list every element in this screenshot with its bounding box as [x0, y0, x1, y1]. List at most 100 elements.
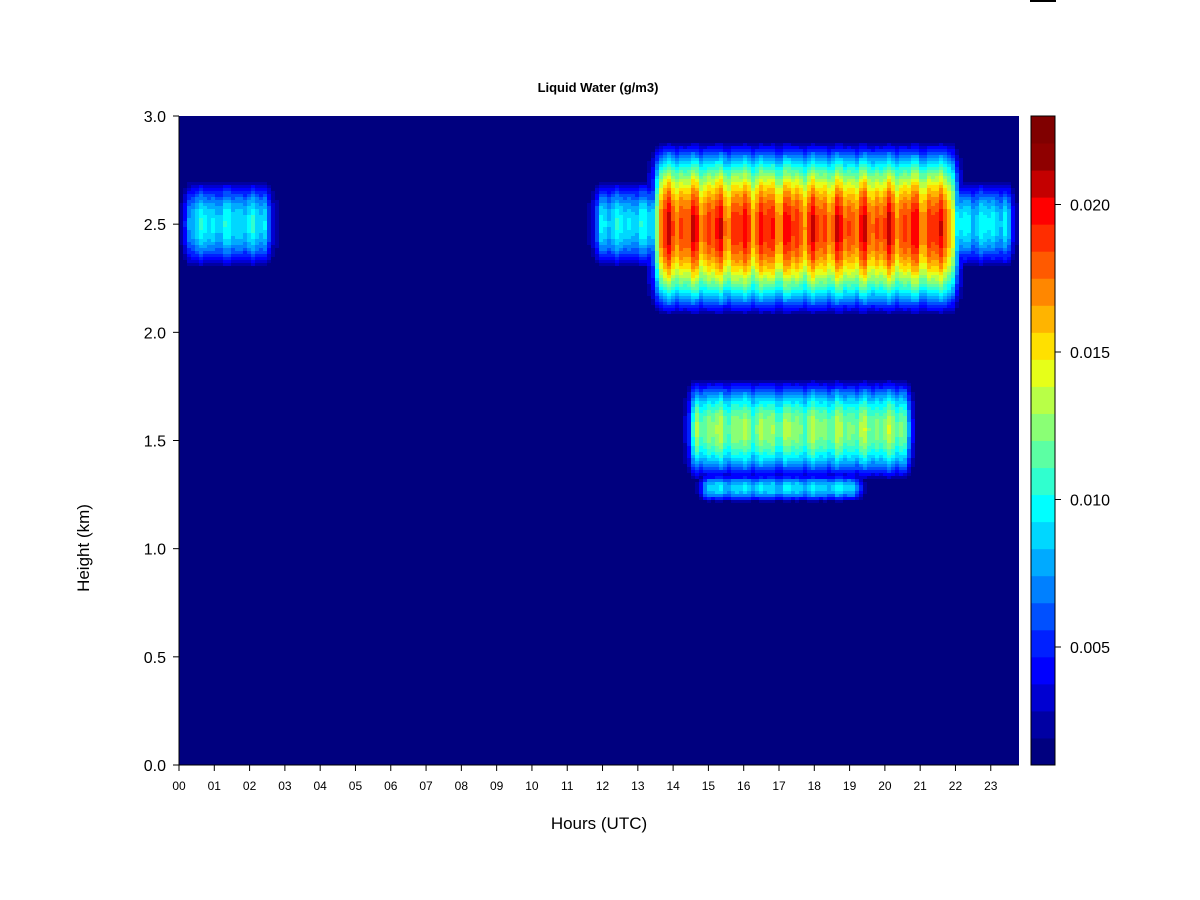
heatmap-cell [639, 185, 643, 188]
heatmap-cell [687, 275, 691, 278]
heatmap-cell [675, 272, 679, 275]
heatmap-cell [199, 230, 203, 233]
heatmap-cell [219, 251, 223, 254]
heatmap-cell [707, 278, 711, 281]
heatmap-cell [603, 257, 607, 260]
heatmap-cell [687, 419, 691, 422]
heatmap-cell [707, 248, 711, 251]
heatmap-cell [715, 230, 719, 233]
heatmap-cell [711, 179, 715, 182]
heatmap-cell [723, 269, 727, 272]
heatmap-cell [255, 242, 259, 245]
heatmap-cell [815, 263, 819, 266]
heatmap-cell [719, 287, 723, 290]
heatmap-cell [783, 281, 787, 284]
heatmap-cell [251, 188, 255, 191]
heatmap-cell [763, 485, 767, 488]
heatmap-cell [763, 428, 767, 431]
heatmap-cell [231, 242, 235, 245]
heatmap-cell [275, 227, 279, 230]
heatmap-cell [683, 449, 687, 452]
heatmap-cell [635, 254, 639, 257]
heatmap-cell [235, 245, 239, 248]
heatmap-cell [803, 485, 807, 488]
heatmap-cell [751, 299, 755, 302]
heatmap-cell [723, 242, 727, 245]
heatmap-cell [807, 179, 811, 182]
heatmap-cell [759, 188, 763, 191]
heatmap-cell [803, 158, 807, 161]
heatmap-cell [707, 500, 711, 503]
heatmap-cell [791, 269, 795, 272]
heatmap-cell [643, 257, 647, 260]
heatmap-cell [759, 203, 763, 206]
heatmap-cell [795, 191, 799, 194]
heatmap-cell [659, 299, 663, 302]
heatmap-cell [715, 212, 719, 215]
heatmap-cell [755, 290, 759, 293]
heatmap-cell [671, 182, 675, 185]
heatmap-cell [751, 266, 755, 269]
heatmap-cell [795, 278, 799, 281]
heatmap-cell [183, 200, 187, 203]
heatmap-cell [599, 188, 603, 191]
heatmap-cell [687, 290, 691, 293]
heatmap-cell [743, 245, 747, 248]
heatmap-cell [671, 245, 675, 248]
heatmap-cell [767, 236, 771, 239]
heatmap-cell [691, 152, 695, 155]
heatmap-cell [263, 257, 267, 260]
heatmap-cell [275, 230, 279, 233]
heatmap-cell [819, 431, 823, 434]
heatmap-cell [815, 389, 819, 392]
heatmap-cell [771, 227, 775, 230]
heatmap-cell [647, 272, 651, 275]
heatmap-cell [747, 197, 751, 200]
heatmap-cell [815, 473, 819, 476]
heatmap-cell [783, 275, 787, 278]
heatmap-cell [735, 164, 739, 167]
heatmap-cell [783, 479, 787, 482]
heatmap-cell [243, 197, 247, 200]
heatmap-cell [715, 239, 719, 242]
heatmap-cell [707, 455, 711, 458]
heatmap-cell [815, 383, 819, 386]
heatmap-cell [795, 398, 799, 401]
heatmap-cell [763, 227, 767, 230]
heatmap-cell [715, 146, 719, 149]
heatmap-cell [655, 263, 659, 266]
heatmap-cell [803, 152, 807, 155]
heatmap-cell [751, 497, 755, 500]
heatmap-cell [779, 269, 783, 272]
heatmap-cell [715, 308, 719, 311]
heatmap-cell [691, 275, 695, 278]
heatmap-cell [599, 254, 603, 257]
heatmap-cell [815, 380, 819, 383]
heatmap-cell [779, 446, 783, 449]
heatmap-cell [243, 227, 247, 230]
heatmap-cell [807, 215, 811, 218]
heatmap-cell [611, 257, 615, 260]
heatmap-cell [691, 446, 695, 449]
heatmap-cell [615, 194, 619, 197]
heatmap-cell [651, 239, 655, 242]
heatmap-cell [203, 236, 207, 239]
heatmap-cell [751, 287, 755, 290]
heatmap-cell [683, 425, 687, 428]
heatmap-cell [807, 398, 811, 401]
heatmap-cell [623, 188, 627, 191]
heatmap-cell [647, 170, 651, 173]
heatmap-cell [735, 155, 739, 158]
heatmap-cell [815, 440, 819, 443]
heatmap-cell [739, 161, 743, 164]
heatmap-cell [783, 170, 787, 173]
heatmap-cell [715, 161, 719, 164]
heatmap-cell [791, 494, 795, 497]
heatmap-cell [675, 206, 679, 209]
heatmap-cell [215, 260, 219, 263]
heatmap-cell [731, 188, 735, 191]
heatmap-cell [815, 236, 819, 239]
heatmap-cell [723, 245, 727, 248]
heatmap-cell [751, 167, 755, 170]
heatmap-cell [687, 467, 691, 470]
